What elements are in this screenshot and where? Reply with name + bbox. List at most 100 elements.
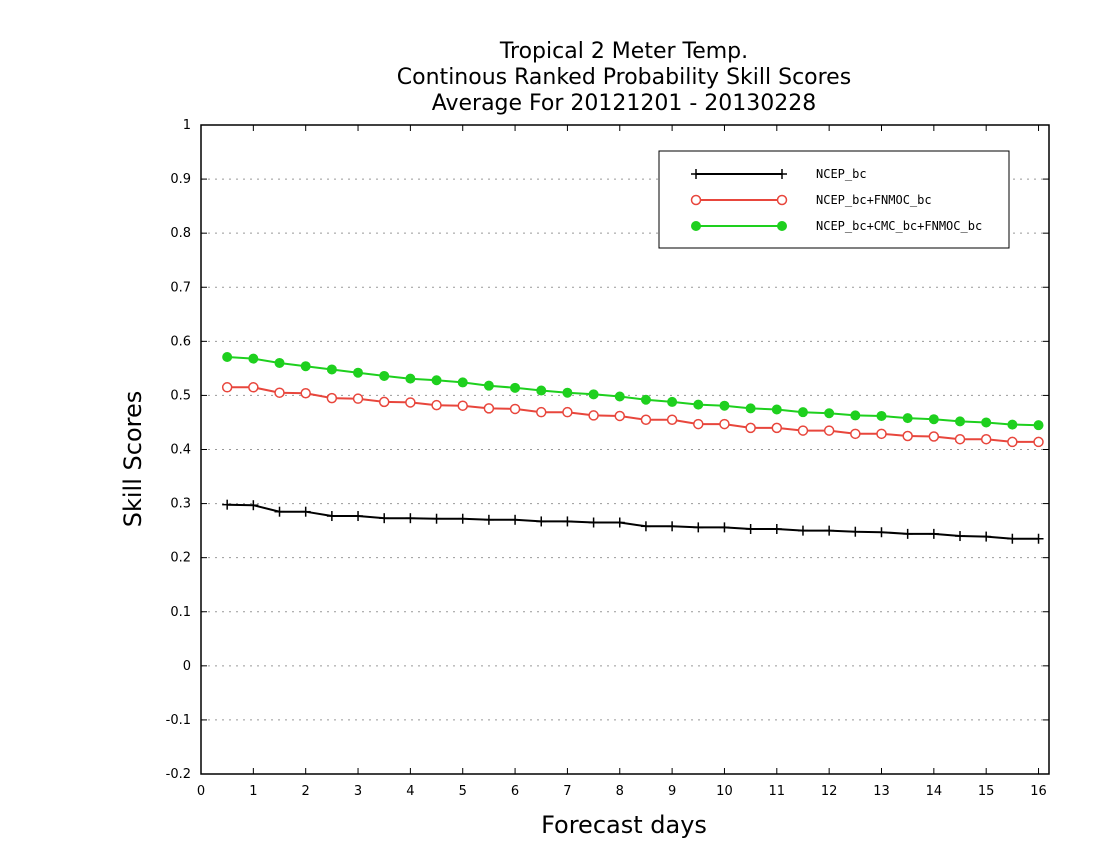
data-point xyxy=(405,397,416,408)
data-point xyxy=(640,414,652,426)
data-point xyxy=(850,428,861,440)
data-point xyxy=(457,377,468,388)
data-point xyxy=(824,525,835,536)
y-axis-ticks: -0.2 -0.1 0 0.1 0.2 0.3 0.4 0.5 0.6 0.7 0.8 0.9 1 xyxy=(166,118,1049,782)
data-point xyxy=(928,431,940,442)
data-point xyxy=(745,524,756,535)
y-tick-label: 0.2 xyxy=(170,551,191,566)
data-point xyxy=(405,373,416,384)
y-tick-label: 0.6 xyxy=(170,334,191,349)
data-series xyxy=(221,352,1044,544)
data-point xyxy=(588,410,599,421)
data-point xyxy=(876,410,887,421)
data-point xyxy=(797,425,809,436)
data-point xyxy=(667,396,678,407)
data-point xyxy=(431,399,442,411)
data-point xyxy=(300,361,311,372)
data-point xyxy=(457,400,468,411)
data-point xyxy=(614,391,625,402)
data-point xyxy=(824,408,835,419)
data-point xyxy=(719,418,730,430)
data-point xyxy=(719,522,730,533)
x-tick-label: 3 xyxy=(354,784,362,799)
legend-label: NCEP_bc xyxy=(816,167,867,181)
x-tick-label: 10 xyxy=(716,784,733,799)
y-tick-label: -0.2 xyxy=(166,767,191,782)
legend-marker xyxy=(691,169,701,179)
data-point xyxy=(693,418,704,430)
x-tick-label: 5 xyxy=(459,784,467,799)
data-point xyxy=(954,433,966,445)
data-point xyxy=(981,531,992,542)
y-tick-label: 0.5 xyxy=(170,388,191,403)
data-point xyxy=(483,514,494,525)
data-point xyxy=(1007,436,1018,448)
data-point xyxy=(248,500,259,511)
x-tick-label: 1 xyxy=(249,784,257,799)
data-point xyxy=(1007,533,1018,544)
x-tick-label: 6 xyxy=(511,784,519,799)
data-point xyxy=(745,403,756,414)
data-point xyxy=(457,513,468,524)
legend-marker xyxy=(777,221,787,231)
data-point xyxy=(797,407,808,418)
data-point xyxy=(536,385,547,396)
legend-label: NCEP_bc+CMC_bc+FNMOC_bc xyxy=(816,219,982,233)
series-1 xyxy=(222,499,1044,544)
data-point xyxy=(745,422,756,434)
data-point xyxy=(483,403,495,414)
data-point xyxy=(980,433,992,445)
data-point xyxy=(955,531,966,542)
data-point xyxy=(353,511,364,522)
x-tick-label: 9 xyxy=(668,784,676,799)
data-point xyxy=(902,413,913,424)
data-point xyxy=(562,516,573,527)
chart-title-line-1: Tropical 2 Meter Temp. xyxy=(499,39,748,64)
x-tick-label: 7 xyxy=(563,784,571,799)
data-point xyxy=(640,521,651,532)
legend-item: NCEP_bc+CMC_bc+FNMOC_bc xyxy=(691,219,982,233)
data-point xyxy=(222,352,233,363)
series-3 xyxy=(222,352,1044,431)
x-tick-label: 4 xyxy=(406,784,414,799)
data-point xyxy=(274,357,285,368)
x-tick-label: 12 xyxy=(821,784,838,799)
x-tick-label: 11 xyxy=(769,784,786,799)
x-tick-label: 15 xyxy=(978,784,995,799)
data-point xyxy=(667,521,678,532)
data-point xyxy=(981,417,992,428)
data-point xyxy=(509,403,521,415)
y-tick-label: 0.1 xyxy=(170,605,191,620)
x-tick-label: 8 xyxy=(616,784,624,799)
data-point xyxy=(876,428,887,440)
data-point xyxy=(928,414,939,425)
data-point xyxy=(510,382,521,393)
data-point xyxy=(1033,420,1044,431)
data-point xyxy=(562,406,573,418)
chart-title-line-3: Average For 20121201 - 20130228 xyxy=(432,91,817,116)
x-tick-label: 14 xyxy=(926,784,943,799)
y-tick-label: 0.3 xyxy=(170,497,191,512)
data-point xyxy=(379,513,390,524)
data-point xyxy=(614,410,626,422)
data-point xyxy=(431,375,442,386)
data-point xyxy=(222,499,233,510)
data-point xyxy=(693,522,704,533)
data-point xyxy=(352,393,364,404)
data-point xyxy=(405,513,416,524)
legend-item: NCEP_bc+FNMOC_bc xyxy=(690,193,932,207)
y-tick-label: 0 xyxy=(183,659,191,674)
legend-marker xyxy=(777,169,787,179)
data-point xyxy=(431,513,442,524)
data-point xyxy=(274,387,285,398)
data-point xyxy=(823,425,835,436)
data-point xyxy=(300,388,311,399)
legend-marker xyxy=(690,194,702,206)
chart-title-line-2: Continous Ranked Probability Skill Score… xyxy=(397,65,851,90)
data-point xyxy=(719,400,730,411)
data-point xyxy=(1033,533,1044,544)
data-point xyxy=(797,525,808,536)
data-point xyxy=(274,506,285,517)
legend: NCEP_bc NCEP_bc+FNMOC_bc NCEP_bc+CMC_bc+FN… xyxy=(658,150,1010,249)
